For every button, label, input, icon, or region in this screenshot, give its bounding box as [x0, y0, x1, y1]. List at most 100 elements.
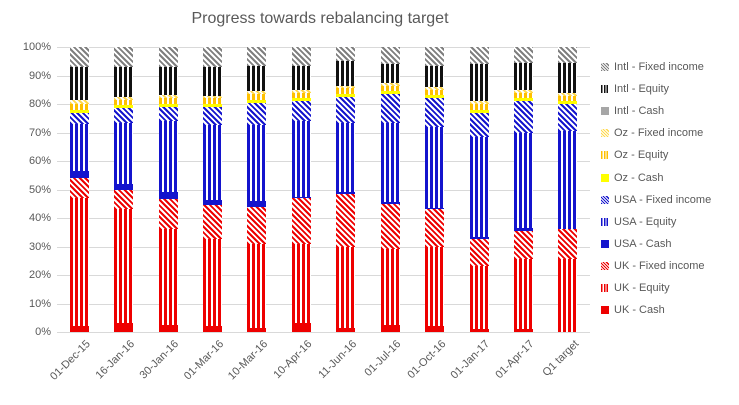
bar-segment — [114, 122, 134, 184]
bar-segment — [247, 65, 267, 92]
bar-segment — [247, 200, 267, 207]
bar-segment — [558, 95, 578, 102]
bar-segment — [558, 92, 578, 96]
bar-segment — [469, 104, 489, 110]
bar-segment — [380, 47, 400, 65]
bar-column — [57, 47, 101, 332]
bar-segment — [425, 95, 445, 99]
legend-swatch-icon — [601, 195, 609, 204]
legend-swatch-icon — [601, 63, 609, 72]
bar-segment — [513, 329, 533, 332]
y-axis-tick-label: 0% — [35, 326, 51, 338]
bar-segment — [158, 106, 178, 122]
x-axis-tick-label: 30-Jan-16 — [137, 338, 182, 382]
legend-swatch-icon — [601, 173, 609, 182]
legend-item: Intl - Fixed income — [601, 56, 739, 78]
bar-segment — [558, 47, 578, 63]
bar-segment — [158, 324, 178, 332]
bar-segment — [558, 259, 578, 332]
bar-segment — [202, 47, 222, 68]
bar-segment — [158, 192, 178, 200]
gridline — [57, 47, 590, 48]
bar-segment — [469, 329, 489, 332]
legend-item: Oz - Cash — [601, 166, 739, 188]
legend-label: USA - Cash — [614, 237, 672, 250]
y-axis-tick-label: 90% — [28, 69, 51, 82]
bar-segment — [69, 67, 89, 100]
bar-segment — [380, 85, 400, 92]
bar-segment — [513, 259, 533, 330]
bar-segment — [202, 98, 222, 105]
legend-swatch-icon — [601, 151, 609, 160]
x-axis-tick-label: 10-Mar-16 — [225, 338, 271, 383]
legend-item: USA - Cash — [601, 233, 739, 255]
bar-segment — [291, 196, 311, 199]
legend-swatch-icon — [601, 107, 609, 116]
bar-segment — [425, 126, 445, 209]
bar-segment — [380, 64, 400, 83]
bar-segment — [513, 62, 533, 90]
gridline — [57, 132, 590, 134]
bar-segment — [114, 183, 134, 190]
bar-segment — [247, 125, 267, 201]
bar-segment — [114, 67, 134, 97]
bar-segment — [380, 203, 400, 250]
bar-segment — [247, 47, 267, 66]
bar-segment — [558, 229, 578, 260]
y-axis-tick-label: 80% — [28, 98, 51, 110]
gridline — [57, 218, 590, 219]
bar-column — [146, 47, 190, 332]
bar-segment — [202, 125, 222, 200]
legend-item: UK - Cash — [601, 299, 739, 321]
x-axis-tick-label: 11-Jun-16 — [316, 338, 360, 381]
y-axis-tick-label: 40% — [28, 212, 51, 224]
bar-segment — [336, 47, 356, 62]
bar-segment — [114, 99, 134, 106]
bar-segment — [247, 91, 267, 95]
bar-segment — [158, 121, 178, 193]
legend-item: UK - Fixed income — [601, 255, 739, 277]
bar-segment — [336, 192, 356, 194]
gridline — [57, 104, 590, 105]
bar-segment — [291, 323, 311, 332]
bar-segment — [69, 104, 89, 110]
bar-column — [190, 47, 234, 332]
bar-segment — [513, 228, 533, 231]
bar-column — [457, 47, 501, 332]
legend-label: USA - Fixed income — [614, 193, 712, 206]
bar-segment — [158, 104, 178, 107]
bar-segment — [513, 89, 533, 93]
bar-segment — [114, 323, 134, 332]
bar-segment — [69, 47, 89, 68]
y-axis-tick-label: 50% — [28, 183, 51, 196]
bar-segment — [158, 98, 178, 105]
bar-segment — [425, 89, 445, 96]
bar-column — [324, 47, 368, 332]
bar-segment — [291, 98, 311, 102]
bar-segment — [202, 205, 222, 240]
bar-column — [101, 47, 145, 332]
stacked-bar — [558, 47, 578, 332]
legend-label: USA - Equity — [614, 215, 677, 228]
gridline — [57, 75, 590, 77]
bar-segment — [202, 199, 222, 206]
legend-label: UK - Cash — [614, 304, 665, 317]
bar-series — [57, 47, 590, 332]
chart-title: Progress towards rebalancing target — [191, 10, 449, 27]
bar-segment — [158, 66, 178, 96]
x-axis-tick-label: 10-Apr-16 — [271, 338, 315, 382]
bar-segment — [336, 327, 356, 332]
bar-column — [368, 47, 412, 332]
legend-swatch-icon — [601, 306, 609, 315]
bar-segment — [202, 106, 222, 126]
bar-segment — [114, 209, 134, 324]
y-axis-tick-label: 10% — [28, 297, 51, 310]
bar-segment — [469, 136, 489, 237]
x-axis-tick-label: 01-Dec-15 — [47, 338, 93, 383]
stacked-bar — [114, 47, 134, 332]
gridline — [57, 246, 590, 248]
y-axis-tick-label: 70% — [28, 126, 51, 139]
bar-segment — [247, 243, 267, 328]
gridline — [57, 189, 590, 191]
bar-column — [546, 47, 590, 332]
